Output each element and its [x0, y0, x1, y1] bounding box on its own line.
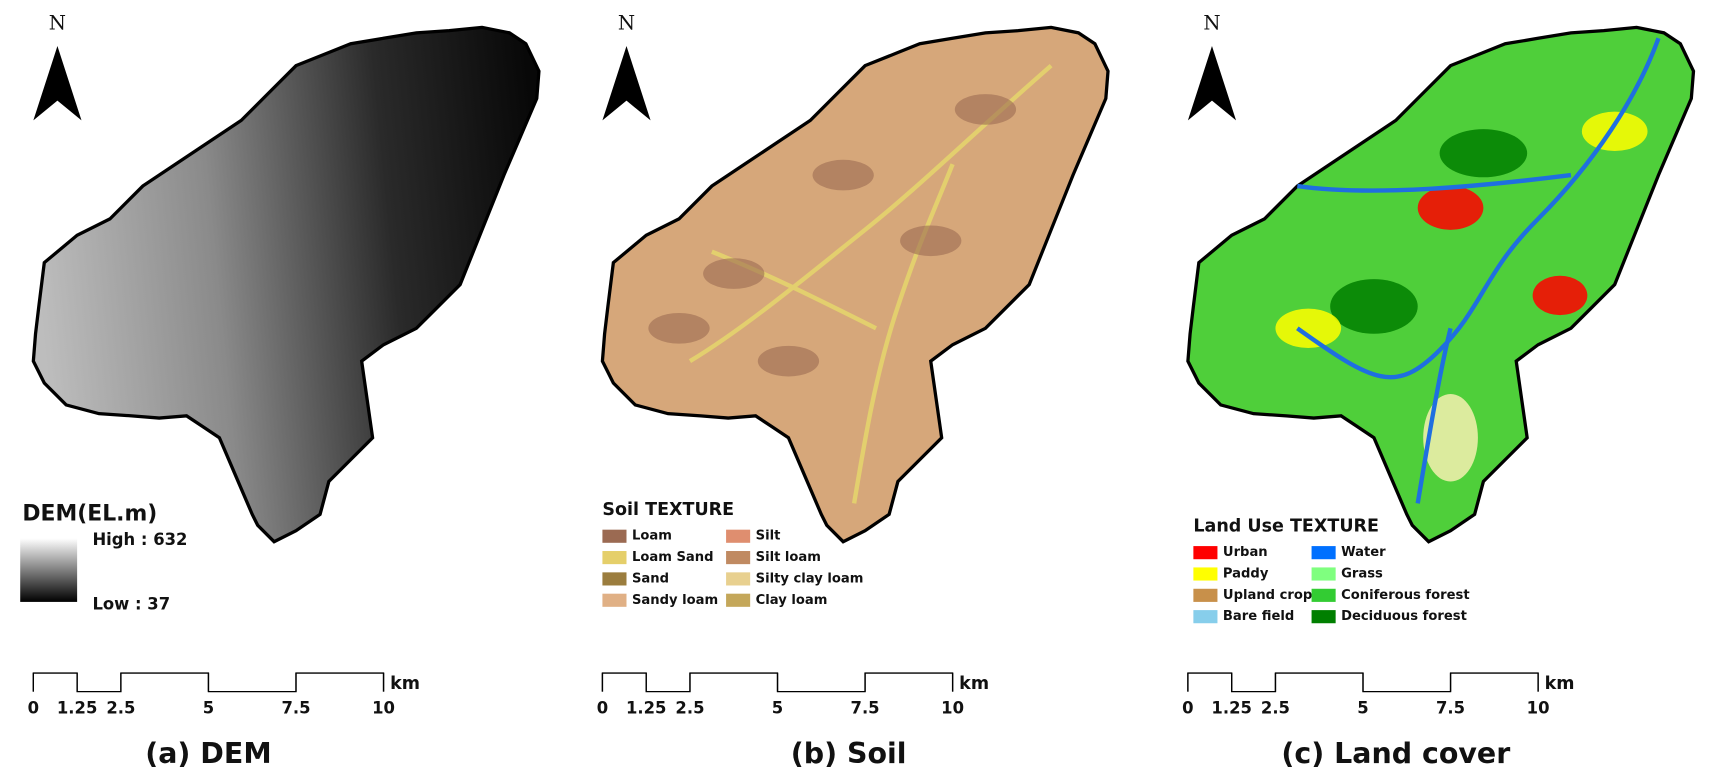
legend-swatch	[1311, 610, 1336, 624]
soil-stream	[688, 64, 1053, 364]
soil-patch	[648, 312, 710, 344]
north-label: N	[49, 12, 66, 35]
scale-unit: km	[1545, 674, 1575, 694]
legend-swatch	[602, 551, 627, 565]
scale-label: 0	[28, 699, 39, 718]
legend-swatch	[1311, 588, 1336, 602]
legend-swatch	[1193, 567, 1218, 581]
legend-swatch	[602, 572, 627, 586]
legend-title: Soil TEXTURE	[602, 500, 734, 520]
legend-swatch	[1311, 567, 1336, 581]
legend-swatch	[602, 593, 627, 607]
land-patch	[1532, 275, 1588, 316]
caption: (a) DEM	[145, 737, 271, 770]
scale-label: 1.25	[626, 699, 666, 718]
legend-label: Loam Sand	[632, 550, 714, 565]
soil-patch	[900, 225, 962, 257]
land-patch	[1423, 393, 1478, 482]
legend-label: Loam	[632, 529, 672, 544]
watershed	[31, 25, 541, 544]
soil-stream	[851, 163, 955, 504]
land-patch	[1417, 186, 1484, 230]
caption: (b) Soil	[791, 737, 907, 770]
north-arrow	[602, 45, 651, 121]
legend-swatch	[726, 572, 751, 586]
north-arrow	[1187, 45, 1237, 121]
scale-bar	[1187, 672, 1539, 693]
map-panel: N Land Use TEXTURE Urban Paddy Upland crop Ba…	[1182, 12, 1696, 770]
scale-label: 0	[597, 699, 608, 718]
river	[1297, 172, 1572, 193]
legend-low: Low : 37	[92, 595, 170, 614]
map-panel: N DEM(EL.m) High : 632 Low : 37 0 1.25 2.5 5 7.5…	[20, 12, 541, 770]
scale-label: 2.5	[1261, 699, 1290, 718]
legend-swatch	[726, 551, 751, 565]
scale-label: 10	[1527, 699, 1550, 718]
legend-label: Upland crop	[1223, 588, 1312, 603]
scale-unit: km	[959, 674, 989, 694]
scale-unit: km	[390, 674, 420, 694]
legend-label: Silt loam	[756, 550, 821, 565]
legend-label: Sandy loam	[632, 593, 718, 608]
land-patch	[1275, 308, 1342, 349]
soil-patch	[954, 94, 1017, 125]
legend-label: Coniferous forest	[1341, 588, 1470, 603]
caption: (c) Land cover	[1281, 737, 1510, 770]
scale-label: 5	[1357, 699, 1368, 718]
legend-label: Water	[1341, 545, 1386, 560]
scale-label: 2.5	[106, 699, 135, 718]
legend-swatch	[1193, 546, 1218, 560]
legend-label: Clay loam	[756, 593, 828, 608]
scale-label: 1.25	[57, 699, 97, 718]
soil-patch	[812, 159, 874, 191]
scale-label: 7.5	[1436, 699, 1465, 718]
legend-ramp	[20, 538, 78, 602]
legend-swatch	[1193, 610, 1218, 624]
watershed	[600, 25, 1110, 544]
legend-label: Silty clay loam	[756, 571, 864, 586]
legend-label: Deciduous forest	[1341, 609, 1467, 624]
land-patch	[1330, 279, 1418, 334]
scale-label: 2.5	[675, 699, 704, 718]
scale-label: 1.25	[1211, 699, 1251, 718]
scale-label: 7.5	[851, 699, 880, 718]
legend-label: Bare field	[1223, 609, 1294, 624]
legend-title: Land Use TEXTURE	[1193, 516, 1379, 536]
legend-title: DEM(EL.m)	[22, 501, 157, 526]
legend-label: Silt	[756, 529, 781, 544]
river	[1415, 327, 1453, 504]
scale-label: 10	[941, 699, 964, 718]
soil-patch	[757, 345, 820, 377]
scale-bar	[32, 672, 385, 693]
north-label: N	[618, 12, 635, 35]
legend-high: High : 632	[92, 530, 187, 549]
north-arrow	[33, 45, 82, 121]
map-panel: N Soil TEXTURE Loam Loam Sand Sand Sandy loam…	[597, 12, 1110, 770]
soil-patch	[703, 258, 765, 289]
scale-label: 5	[203, 699, 214, 718]
legend-swatch	[1193, 588, 1218, 602]
legend-label: Grass	[1341, 566, 1383, 581]
legend-swatch	[602, 529, 627, 543]
legend-swatch	[1311, 546, 1336, 560]
legend-label: Urban	[1223, 545, 1268, 560]
legend-swatch	[726, 529, 751, 543]
scale-label: 10	[372, 699, 395, 718]
scale-label: 7.5	[281, 699, 310, 718]
legend-label: Sand	[632, 571, 669, 586]
land-patch	[1439, 129, 1528, 178]
scale-label: 0	[1182, 699, 1193, 718]
scale-label: 5	[772, 699, 783, 718]
land-patch	[1581, 111, 1648, 152]
scale-bar	[601, 672, 954, 693]
river	[1296, 37, 1661, 380]
legend-swatch	[726, 593, 751, 607]
legend-label: Paddy	[1223, 566, 1269, 581]
north-label: N	[1203, 12, 1220, 35]
